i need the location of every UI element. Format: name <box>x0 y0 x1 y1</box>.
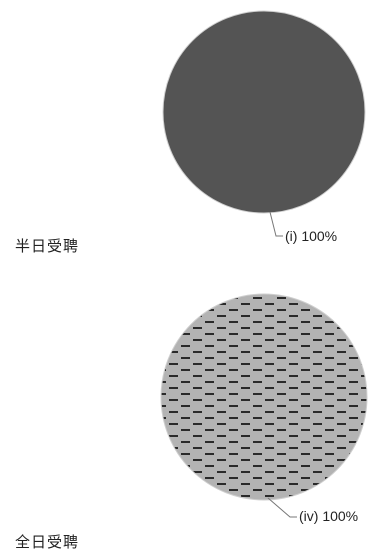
slice-leader-line <box>267 497 297 518</box>
pie-chart-part-time: (i) 100% <box>162 10 366 244</box>
pie-slice-i <box>162 10 366 214</box>
slice-label: (iv) 100% <box>299 508 358 524</box>
pie-chart-full-time: (iv) 100% <box>160 293 368 524</box>
pie-slice-iv <box>160 293 368 501</box>
slice-label: (i) 100% <box>285 228 337 244</box>
chart-title-part-time: 半日受聘 <box>15 237 80 255</box>
slice-leader-line <box>269 211 283 237</box>
chart-title-full-time: 全日受聘 <box>15 533 80 551</box>
